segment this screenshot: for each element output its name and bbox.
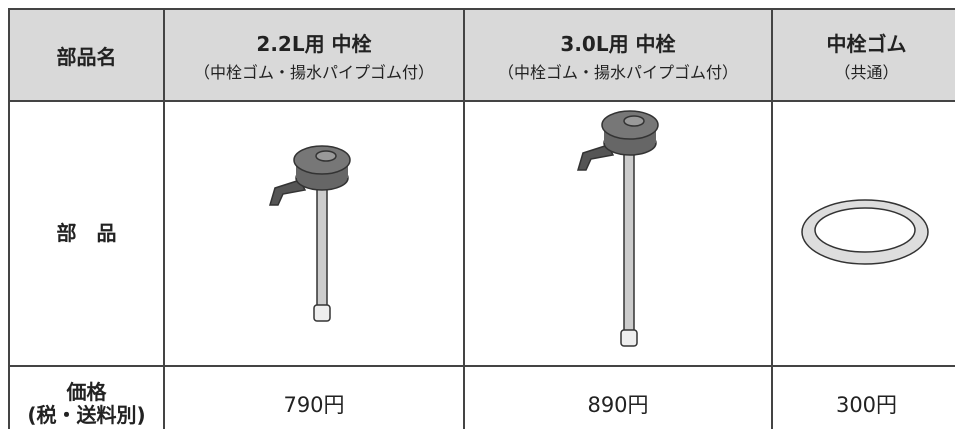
body-cell [463, 100, 771, 365]
plug-22 [268, 145, 351, 322]
header-title: 中栓ゴム [826, 31, 907, 56]
body-cell: 300円 [771, 365, 955, 429]
header-title: 2.2L用 中栓 [256, 31, 372, 56]
header-title: 3.0L用 中栓 [560, 31, 676, 56]
row-label: (税・送料別) [27, 402, 146, 427]
header-cell: 中栓ゴム （共通） [771, 8, 955, 100]
header-title: 部品名 [56, 44, 117, 69]
header-cell: 部品名 [8, 8, 163, 100]
header-cell: 3.0L用 中栓 （中栓ゴム・揚水パイプゴム付） [463, 8, 771, 100]
row-label-cell: 価格 (税・送料別) [8, 365, 163, 429]
row-label: 価格 [66, 379, 107, 404]
body-cell [771, 100, 955, 365]
body-cell: 890円 [463, 365, 771, 429]
price: 300円 [835, 392, 898, 417]
header-note: （中栓ゴム・揚水パイプゴム付） [497, 62, 738, 82]
row-label-cell: 部 品 [8, 100, 163, 365]
row-label: 部 品 [56, 221, 117, 245]
header-cell: 2.2L用 中栓 （中栓ゴム・揚水パイプゴム付） [163, 8, 463, 100]
body-cell: 790円 [163, 365, 463, 429]
price: 890円 [587, 392, 649, 417]
body-cell [163, 100, 463, 365]
header-note: （中栓ゴム・揚水パイプゴム付） [193, 62, 434, 82]
price: 790円 [283, 392, 345, 417]
gasket [801, 199, 929, 265]
header-note: （共通） [834, 62, 899, 82]
plug-30 [576, 110, 659, 347]
